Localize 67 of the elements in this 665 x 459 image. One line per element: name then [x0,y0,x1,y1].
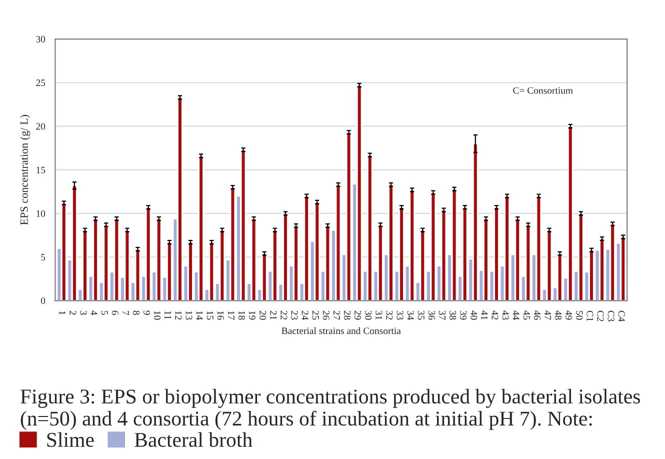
caption: Figure 3: EPS or biopolymer concentrations produced by bacterial isolates (n=50) and 4 consortia (72 hours of incubation at initial pH 7). Note: [20,388,640,430]
x-tick-label: 15 [206,311,214,320]
x-tick-label: 36 [428,310,435,320]
x-tick-label: 40 [470,310,478,320]
x-tick-label: 25 [312,310,319,320]
x-tick-label: 47 [544,310,551,320]
x-tick-label: 32 [386,310,393,320]
x-tick-label: 8 [132,310,140,315]
x-tick-label: 30 [365,310,372,320]
x-tick-label: 49 [566,310,572,320]
x-tick-label: 13 [186,311,192,320]
x-tick-label: 1 [59,311,66,315]
y-tick-label: 0 [40,298,46,304]
x-tick-label: 23 [291,310,298,320]
x-tick-label: C4 [618,310,625,322]
x-tick-label: 41 [481,310,488,320]
x-tick-label: 45 [523,310,530,320]
x-axis-title: Bacterial strains and Consortia [282,327,401,334]
x-tick-label: 34 [407,310,414,320]
x-tick-label: 3 [80,310,87,315]
x-tick-label: 6 [112,310,118,315]
x-tick-label: 50 [576,310,583,320]
x-tick-label: 28 [344,310,351,320]
y-tick-label: 20 [36,123,46,130]
x-tick-label: C3 [608,310,614,322]
x-tick-label: 19 [249,311,256,320]
x-tick-label: 22 [280,310,288,320]
y-tick-label: 25 [36,80,46,86]
x-tick-label: 42 [492,310,498,320]
x-tick-label: 48 [555,310,562,320]
x-tick-label: 18 [238,311,246,320]
x-tick-label: 7 [122,311,129,315]
annotation: C= Consortium [513,87,573,94]
legend-label: Slime [47,432,94,447]
x-tick-label: 37 [438,310,446,320]
x-tick-label: 24 [302,310,308,320]
x-tick-label: 16 [217,311,224,320]
x-tick-label: 21 [270,310,277,320]
x-tick-label: 2 [70,310,76,315]
x-tick-label: 17 [228,311,234,320]
x-tick-label: 31 [376,310,382,320]
y-tick-label: 15 [36,166,46,174]
x-tick-label: 9 [144,310,150,315]
x-tick-label: 4 [90,310,98,316]
x-tick-label: 29 [354,310,362,320]
x-tick-label: 5 [101,310,108,315]
x-tick-label: 33 [396,310,404,320]
y-tick-label: 5 [41,254,46,261]
x-tick-label: C2 [597,310,604,322]
x-tick-label: 39 [460,310,467,320]
x-tick-label: 20 [260,310,266,320]
x-tick-label: 12 [175,311,182,320]
x-tick-label: 26 [322,310,330,320]
x-tick-label: 10 [154,311,161,320]
x-tick-label: 38 [450,310,456,320]
x-tick-label: 27 [334,310,340,320]
x-tick-label: C1 [586,310,594,322]
x-tick-label: 44 [512,310,520,320]
x-tick-label: 11 [164,311,172,320]
y-tick-label: 30 [36,36,46,42]
x-tick-label: 43 [502,310,509,320]
y-tick-label: 10 [36,210,46,217]
x-tick-label: 14 [196,311,203,320]
x-tick-label: 46 [534,310,540,320]
x-tick-label: 35 [418,310,424,320]
legend-label: Bacteral broth [134,432,252,447]
y-axis-title: EPS concentration (g/ L) [20,114,30,225]
